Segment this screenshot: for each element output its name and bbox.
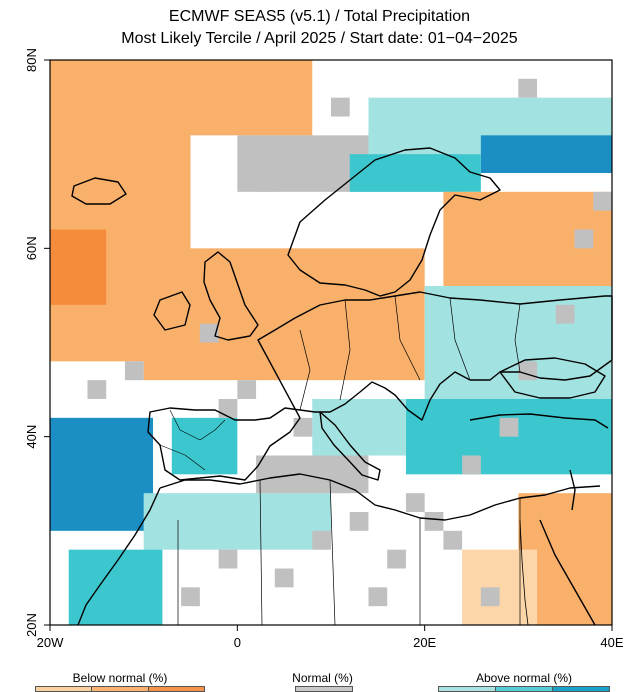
normal-cell xyxy=(199,323,219,343)
normal-cell xyxy=(387,549,406,569)
lat-tick-label: 60N xyxy=(24,236,39,260)
normal-cell xyxy=(87,380,107,399)
legend-normal-bar xyxy=(295,686,353,692)
normal-cell xyxy=(218,399,238,418)
legend-below-label: Below normal (%) xyxy=(72,671,168,685)
normal-cell xyxy=(405,493,425,512)
normal-cell xyxy=(331,97,350,117)
legend-swatch xyxy=(296,687,352,691)
map-title-line1: ECMWF SEAS5 (v5.1) / Total Precipitation xyxy=(168,8,471,25)
legend-swatch xyxy=(439,687,496,691)
region-north-atlantic-north xyxy=(50,60,313,136)
legend-above-label: Above normal (%) xyxy=(475,671,573,685)
iceland-coastline xyxy=(71,177,127,205)
normal-cell xyxy=(181,587,200,607)
normal-cell xyxy=(518,78,538,98)
region-eastern-europe-above xyxy=(424,286,612,399)
normal-cell xyxy=(424,512,444,531)
legend-normal-label: Normal (%) xyxy=(292,671,353,685)
iberia-borders xyxy=(159,409,226,471)
nile-line xyxy=(519,519,529,626)
legend-swatch xyxy=(36,687,93,691)
ireland-coastline xyxy=(153,291,191,331)
turkey-coastline xyxy=(469,413,609,429)
lat-tick-label: 20N xyxy=(24,613,39,637)
normal-cell xyxy=(462,455,481,475)
levant-coastline xyxy=(569,469,576,511)
scandinavia-coastline xyxy=(287,147,501,297)
lon-tick-label: 40E xyxy=(600,635,623,650)
legend-swatch xyxy=(553,687,609,691)
north-africa-coastline xyxy=(159,473,601,521)
great-britain-coastline xyxy=(203,251,259,341)
map-frame xyxy=(49,59,613,626)
lat-tick-label: 40N xyxy=(24,425,39,449)
africa-borders xyxy=(177,479,521,626)
italy-coastline xyxy=(319,411,381,481)
region-atlantic-iberia-above-strong xyxy=(50,417,154,531)
region-north-atlantic-west-strong xyxy=(50,229,107,305)
region-mediterranean-normal xyxy=(256,455,369,494)
normal-cell xyxy=(499,417,519,437)
lon-tick-label: 0 xyxy=(234,635,241,650)
lon-tick-label: 20W xyxy=(37,635,64,650)
europe-borders xyxy=(299,295,521,411)
legend-swatch xyxy=(496,687,553,691)
normal-cell xyxy=(274,568,294,588)
region-italy-above xyxy=(312,399,406,456)
legend-swatch xyxy=(92,687,149,691)
legend-swatch xyxy=(148,687,204,691)
region-western-europe-below xyxy=(143,248,425,381)
normal-cell xyxy=(368,587,388,607)
region-scandinavia-north-above xyxy=(349,154,481,192)
normal-cell xyxy=(480,587,500,607)
normal-cell xyxy=(312,530,331,550)
map-title-line2: Most Likely Tercile / April 2025 / Start… xyxy=(121,30,518,47)
legend-below-bar xyxy=(35,686,205,692)
red-sea-coastline xyxy=(539,519,596,626)
normal-cell xyxy=(555,304,575,324)
continental-europe-coastline xyxy=(147,291,613,481)
coastline-layer xyxy=(71,147,613,626)
normal-cell xyxy=(293,417,313,437)
west-africa-coastline xyxy=(77,487,161,626)
normal-cell xyxy=(593,191,612,211)
region-barents-above-strong xyxy=(480,135,612,173)
lon-tick-label: 20E xyxy=(413,635,436,650)
lat-tick-label: 80N xyxy=(24,48,39,72)
normal-cell xyxy=(256,173,275,192)
normal-cell xyxy=(443,530,463,550)
black-sea-coastline xyxy=(499,357,606,399)
region-north-africa-above xyxy=(143,493,331,550)
normal-cell xyxy=(124,361,144,381)
axis-ticks: 20W 0 20E 40E 20N 40N 60N 80N xyxy=(24,48,624,650)
legend-above-bar xyxy=(438,686,610,692)
normal-cell xyxy=(349,512,369,531)
normal-cell xyxy=(518,361,538,381)
normal-cell xyxy=(237,380,257,399)
region-iberia-above xyxy=(171,417,238,475)
normal-cell xyxy=(218,549,238,569)
tercile-fill-layer xyxy=(50,60,612,625)
normal-cell xyxy=(574,229,594,249)
